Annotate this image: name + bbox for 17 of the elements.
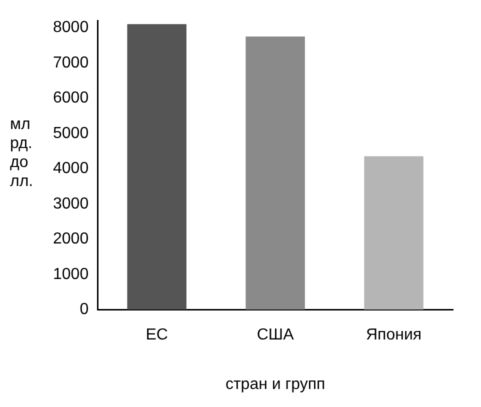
y-tick-label: 0 — [80, 301, 89, 318]
y-tick-label: 8000 — [53, 19, 89, 36]
y-tick-label: 1000 — [53, 266, 89, 283]
y-tick-label: 7000 — [53, 54, 89, 72]
y-tick-label: 2000 — [53, 230, 89, 248]
x-tick-label: США — [256, 326, 294, 344]
y-tick-label: 5000 — [53, 124, 89, 142]
x-tick-label: Япония — [366, 326, 422, 344]
y-axis-title: мл рд. до лл. — [10, 116, 34, 190]
y-tick-label: 3000 — [53, 195, 89, 212]
bar — [127, 24, 186, 310]
y-tick-label: 6000 — [53, 90, 89, 107]
bar — [364, 156, 424, 310]
x-axis-title: стран и групп — [225, 376, 326, 393]
y-tick-label: 4000 — [53, 160, 89, 178]
bar — [246, 36, 305, 310]
x-tick-label: ЕС — [146, 326, 168, 344]
